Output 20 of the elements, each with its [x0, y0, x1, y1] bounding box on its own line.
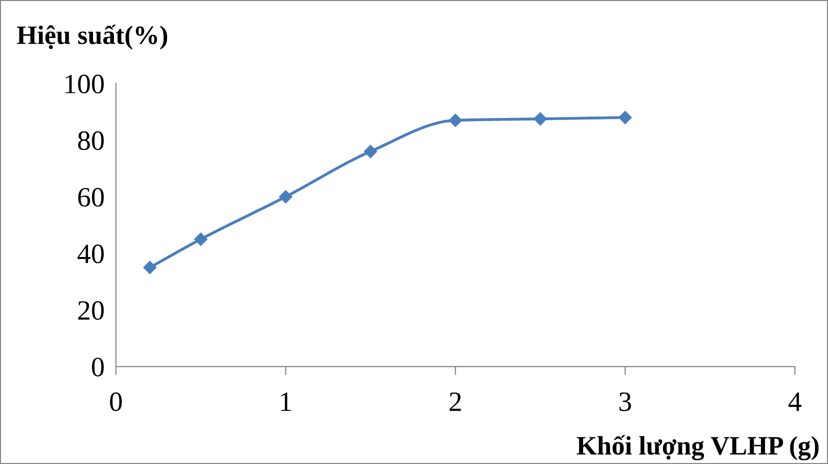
point: [279, 190, 292, 204]
point: [194, 232, 208, 246]
y-tick-label: 80: [78, 131, 104, 150]
point: [364, 144, 378, 158]
point: [618, 110, 632, 124]
point: [448, 114, 462, 127]
y-tick-label: 100: [66, 74, 104, 94]
point: [534, 112, 547, 126]
x-tick-label: 2: [450, 392, 461, 411]
x-axis-title: Khối lượng VLHP (g): [576, 435, 819, 460]
x-tick-label: 0: [110, 392, 122, 412]
x-tick-label: 1: [281, 392, 291, 411]
y-tick-label: 40: [78, 244, 104, 264]
x-tick-label: 4: [788, 392, 802, 411]
y-tick-label: 60: [78, 188, 104, 207]
y-tick-label: 0: [92, 358, 104, 376]
y-axis-title: Hiệu suất(%): [17, 24, 168, 50]
y-tick-label: 20: [78, 301, 104, 320]
point: [143, 260, 156, 274]
x-tick-label: 3: [620, 392, 631, 412]
